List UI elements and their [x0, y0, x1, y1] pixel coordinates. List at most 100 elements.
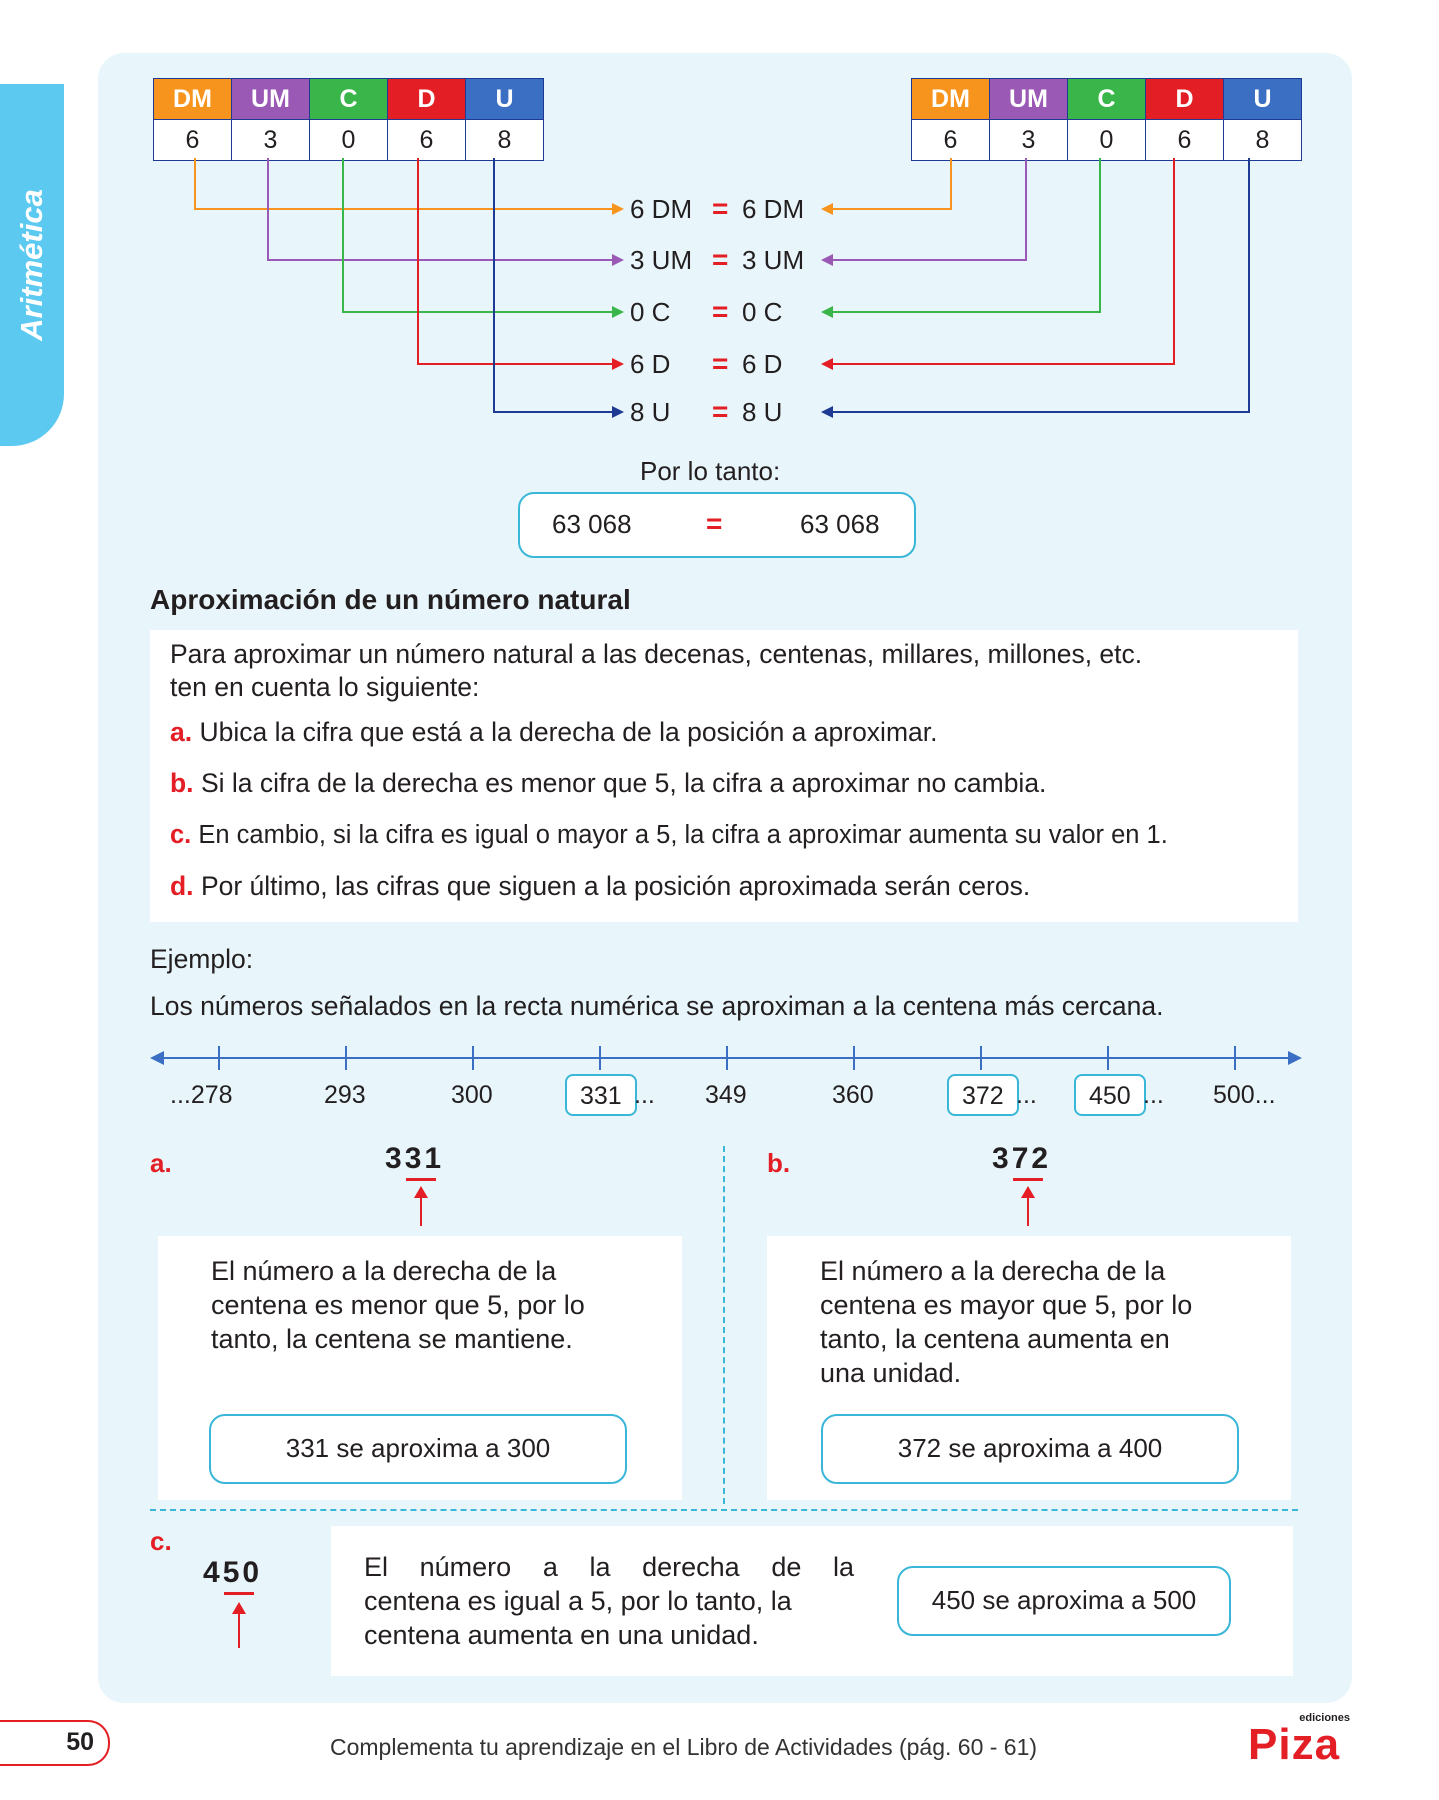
digit-um: 3 — [231, 119, 310, 161]
rule-text: Por último, las cifras que siguen a la p… — [200, 871, 1031, 901]
rule-letter: b. — [170, 768, 194, 798]
comparison-left: 6 D — [630, 349, 671, 379]
digit-u: 8 — [1223, 119, 1302, 161]
comparison-right: 6 D — [742, 349, 783, 379]
arrowhead-right — [821, 203, 833, 215]
rule-letter: d. — [170, 871, 194, 901]
digit-underline — [224, 1592, 254, 1595]
tick-label: 500... — [1213, 1081, 1276, 1109]
arrowhead-left — [612, 358, 624, 370]
case-card: El número a la derecha de la centena es … — [767, 1236, 1291, 1500]
explanation-line: El número a la derecha de la — [820, 1256, 1166, 1286]
rule-text: Si la cifra de la derecha es menor que 5… — [200, 768, 1047, 798]
conclusion-label: Por lo tanto: — [640, 456, 781, 486]
comparison-right: 8 U — [742, 397, 783, 427]
rule-text: En cambio, si la cifra es igual o mayor … — [198, 821, 1168, 849]
result-text: 372 se aproxima a 400 — [897, 1433, 1163, 1463]
result-text: 450 se aproxima a 500 — [931, 1585, 1197, 1615]
brand-small: ediciones — [1299, 1712, 1350, 1724]
example-sentence: Los números señalados en la recta numéri… — [150, 991, 1164, 1021]
comparison-left: 0 C — [630, 297, 671, 327]
highlight-box: 372 — [947, 1074, 1019, 1116]
tick-ellipsis: ... — [634, 1081, 655, 1109]
result-text: 331 se aproxima a 300 — [285, 1433, 551, 1463]
case-letter: c. — [150, 1526, 172, 1556]
explanation-line: una unidad. — [820, 1358, 962, 1388]
connector-um-right — [832, 158, 1027, 261]
digit-dm: 6 — [153, 119, 232, 161]
equals-sign: = — [712, 244, 729, 275]
arrowhead-left — [612, 306, 624, 318]
arrowhead-left — [612, 203, 624, 215]
comparison-right: 6 DM — [742, 194, 805, 224]
arrow-left-icon — [150, 1051, 164, 1065]
up-arrow-icon — [232, 1602, 246, 1648]
comparison-right: 3 UM — [742, 245, 805, 275]
digit-u: 8 — [465, 119, 544, 161]
rules-box: Para aproximar un número natural a las d… — [150, 630, 1298, 922]
connector-u-right — [832, 158, 1250, 413]
digit: 3 — [385, 1142, 405, 1175]
result-box: 450 se aproxima a 500 — [897, 1566, 1231, 1636]
vertical-divider — [723, 1146, 725, 1504]
conclusion-right: 63 068 — [800, 509, 880, 539]
case-number: 331 — [385, 1142, 444, 1176]
arrowhead-left — [612, 254, 624, 266]
arrowhead-right — [821, 306, 833, 318]
connector-um-left — [267, 158, 614, 261]
equals-sign: = — [712, 396, 729, 427]
digit-dm: 6 — [911, 119, 990, 161]
highlight-box: 331 — [565, 1074, 637, 1116]
rule-d: d. Por último, las cifras que siguen a l… — [170, 870, 1030, 903]
case-letter: a. — [150, 1148, 172, 1178]
case-letter: b. — [767, 1148, 791, 1178]
digit: 2 — [1031, 1142, 1052, 1175]
footer-note: Complementa tu aprendizaje en el Libro d… — [330, 1734, 1038, 1760]
connector-dm-right — [832, 158, 952, 210]
case-number: 372 — [992, 1142, 1051, 1176]
explanation-line: tanto, la centena se mantiene. — [211, 1324, 573, 1354]
intro-line-1: Para aproximar un número natural a las d… — [170, 639, 1143, 669]
comparison-left: 8 U — [630, 397, 671, 427]
connector-lines — [194, 158, 1250, 418]
digit: 3 — [404, 1142, 425, 1175]
explanation-line: tanto, la centena aumenta en — [820, 1324, 1170, 1354]
header-u: U — [465, 78, 544, 120]
rule-letter: a. — [170, 717, 193, 747]
header-um: UM — [231, 78, 310, 120]
comparison-left: 3 UM — [630, 245, 693, 275]
conclusion-box: 63 068 = 63 068 — [518, 492, 916, 558]
section-tab: Aritmética — [0, 84, 64, 446]
case-card: El número a la derecha de la centena es … — [331, 1526, 1293, 1676]
digit: 4 — [203, 1556, 223, 1589]
explanation-line: El número a la derecha de la — [364, 1552, 854, 1582]
header-d: D — [1145, 78, 1224, 120]
digit: 5 — [222, 1556, 243, 1589]
digit-c: 0 — [1067, 119, 1146, 161]
up-arrow-icon — [414, 1186, 428, 1226]
number-line — [150, 1046, 1302, 1070]
rule-b: b. Si la cifra de la derecha es menor qu… — [170, 767, 1046, 800]
rule-letter: c. — [170, 821, 192, 849]
explanation-line: centena es igual a 5, por lo tanto, la — [364, 1586, 792, 1616]
intro-line-2: ten en cuenta lo siguiente: — [170, 672, 480, 702]
connector-d-right — [832, 158, 1175, 365]
header-u: U — [1223, 78, 1302, 120]
digit: 0 — [242, 1556, 263, 1589]
arrowhead-left — [612, 406, 624, 418]
page-number-tab: 50 — [0, 1720, 110, 1766]
rule-text: Ubica la cifra que está a la derecha de … — [199, 717, 938, 747]
digit: 1 — [424, 1142, 445, 1175]
comparison-left: 6 DM — [630, 194, 693, 224]
brand-name: Piza — [1248, 1720, 1341, 1769]
result-box: 372 se aproxima a 400 — [821, 1414, 1239, 1484]
digit-underline — [1013, 1178, 1043, 1181]
up-arrow-icon — [1021, 1186, 1035, 1226]
connector-u-left — [493, 158, 614, 413]
digit-d: 6 — [1145, 119, 1224, 161]
horizontal-divider — [150, 1509, 1298, 1511]
connector-dm-left — [194, 158, 614, 210]
connector-c-left — [342, 158, 614, 313]
comparison-right: 0 C — [742, 297, 783, 327]
tick-ellipsis: ... — [1143, 1081, 1164, 1109]
